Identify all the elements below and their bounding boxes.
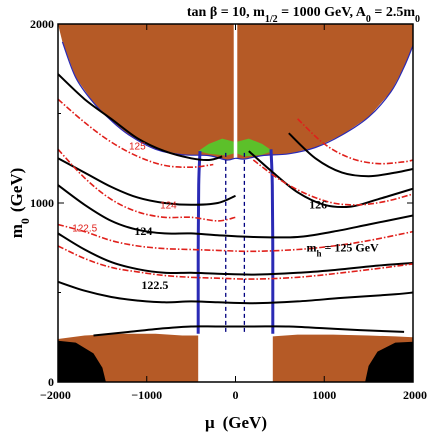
y-axis-symbol: m — [7, 224, 26, 238]
svg-text:m0(GeV): m0 (GeV) — [7, 168, 32, 239]
title-part-2: = 1000 GeV, A — [278, 5, 367, 20]
contour-black-1 — [58, 157, 236, 206]
title-part-3-sub: 0 — [415, 14, 420, 25]
black-region-bottom-right — [365, 341, 413, 382]
y-axis-title: m0 (GeV) — [7, 168, 32, 239]
svg-text:μ(GeV): μ (GeV) — [205, 413, 267, 432]
svg-text:tan β = 10, m1/2 = 1000 GeV, A: tan β = 10, m1/2 = 1000 GeV, A0 = 2.5m0 — [187, 5, 420, 25]
y-axis-symbol-sub: 0 — [18, 218, 32, 224]
contours-layer — [58, 73, 413, 337]
white-band — [233, 24, 238, 382]
y-tick-label-0: 0 — [48, 375, 54, 389]
contour-red-0 — [58, 98, 214, 169]
x-tick-label-4: 2000 — [403, 388, 427, 402]
y-axis-unit: (GeV) — [7, 168, 26, 212]
contour-black-2 — [58, 184, 413, 239]
contour-red-1 — [58, 148, 236, 222]
title-part-1: tan β = 10, m — [187, 5, 265, 20]
contour-black-0 — [58, 73, 223, 162]
x-tick-label-1: −1000 — [131, 388, 162, 402]
contour-black-5 — [93, 325, 405, 337]
x-tick-label-0: −2000 — [40, 388, 71, 402]
regions-layer — [58, 24, 413, 382]
contour-red-5 — [297, 118, 413, 165]
contour-label-red-1: 124 — [160, 200, 177, 211]
contour-label-mh: mh = 125 GeV — [307, 240, 380, 258]
title-part-1-sub: 1/2 — [265, 14, 278, 25]
contour-black-7 — [288, 132, 413, 178]
y-tick-label-2: 2000 — [30, 17, 54, 31]
x-tick-label-2: 0 — [233, 388, 239, 402]
contour-black-3 — [58, 232, 413, 276]
ticks-layer: −2000 −1000 0 1000 2000 0 1000 2000 — [30, 17, 427, 402]
contour-red-2 — [58, 223, 413, 253]
contour-label-black-0: 126 — [309, 197, 327, 211]
black-region-bottom-left — [58, 340, 106, 382]
title-part-2-sub: 0 — [366, 14, 371, 25]
contour-label-black-1: 124 — [134, 224, 152, 238]
contour-black-6 — [248, 150, 413, 209]
x-tick-label-3: 1000 — [312, 388, 336, 402]
contour-label-red-2: 122.5 — [72, 224, 97, 235]
contour-label-red-0: 125 — [129, 141, 146, 152]
contour-labels-layer: 126 124 122.5 125 124 122.5 mh = 125 GeV — [72, 141, 379, 292]
y-tick-label-1: 1000 — [30, 196, 54, 210]
contour-label-black-2: 122.5 — [141, 278, 168, 292]
chart-title: tan β = 10, m1/2 = 1000 GeV, A0 = 2.5m0 — [187, 5, 420, 25]
x-axis-unit: (GeV) — [223, 413, 267, 432]
contour-black-4 — [58, 280, 413, 305]
x-axis-title: μ (GeV) — [205, 413, 267, 432]
blue-boundary-top — [61, 41, 413, 161]
title-part-3: = 2.5m — [371, 5, 415, 20]
x-axis-symbol: μ — [205, 413, 215, 432]
contour-red-3 — [58, 245, 413, 280]
blue-strip-1 — [269, 149, 275, 334]
